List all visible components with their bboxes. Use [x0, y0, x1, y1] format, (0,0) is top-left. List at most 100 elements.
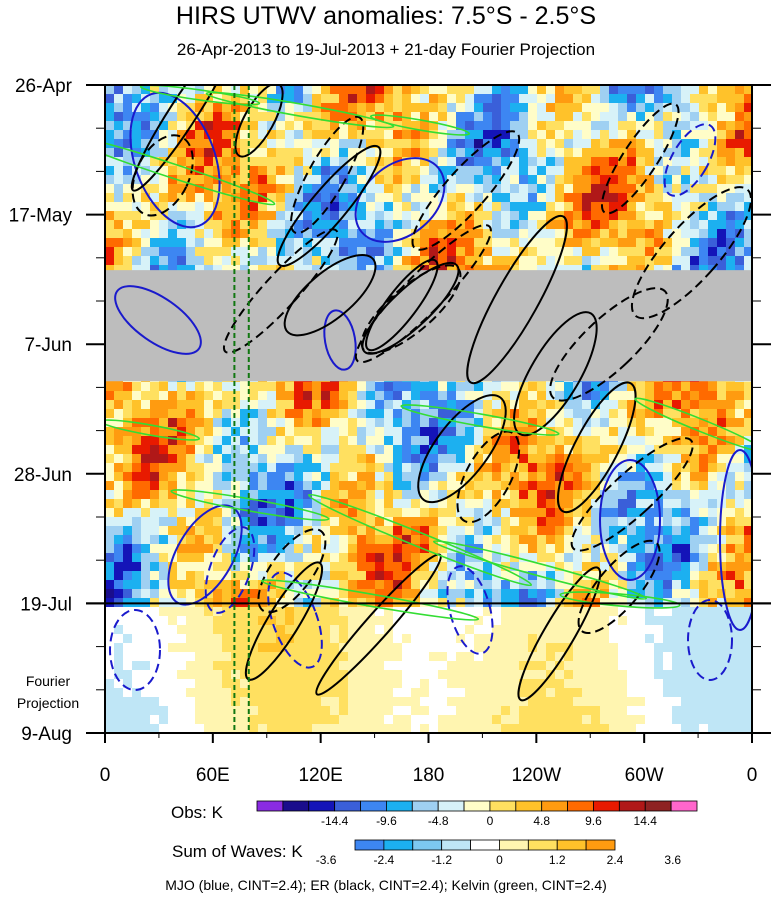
- x-tick-label: 0: [100, 765, 111, 786]
- kelvin-contour: [105, 134, 276, 206]
- colorbars: -14.4 -9.6 -4.8 0 4.8 9.6 14.4 -3.6 -2.4 -1.2 0 1.2…: [256, 800, 698, 867]
- er-contour: [411, 130, 521, 251]
- anomaly-heatmap: [105, 85, 752, 733]
- waves-colorbar-tick-label: -2.4: [374, 853, 395, 867]
- waves-colorbar-tick-label: 1.2: [549, 853, 566, 867]
- fourier-label-line1: Fourier: [25, 673, 71, 689]
- er-contour: [417, 394, 507, 504]
- er-contour: [354, 224, 492, 364]
- obs-colorbar-box: [360, 800, 387, 812]
- x-tick-label: 60E: [196, 765, 230, 786]
- waves-colorbar-tick-label: -3.6: [316, 853, 337, 867]
- er-contour: [630, 186, 752, 320]
- er-contour: [570, 437, 694, 552]
- waves-colorbar-box: [354, 839, 385, 851]
- er-contour: [456, 430, 521, 524]
- fourier-label-line2: Projection: [16, 695, 80, 711]
- mjo-contour: [323, 309, 357, 371]
- obs-colorbar-label: Obs: K: [171, 803, 223, 822]
- mjo-contour: [267, 571, 323, 669]
- waves-colorbar-box: [412, 839, 443, 851]
- er-contour: [222, 228, 339, 354]
- kelvin-contour: [634, 397, 752, 453]
- waves-colorbar-tick-label: 2.4: [607, 853, 624, 867]
- er-contour: [131, 134, 194, 217]
- waves-colorbar-box: [585, 839, 616, 851]
- waves-colorbar-box: [499, 839, 529, 851]
- kelvin-contour: [307, 493, 533, 587]
- x-tick-label: 120W: [512, 765, 562, 786]
- y-tick-label: 26-Apr: [15, 76, 73, 97]
- er-contour: [549, 287, 669, 402]
- er-contour: [513, 311, 598, 437]
- waves-colorbar-tick-label: 3.6: [664, 853, 681, 867]
- obs-colorbar-tick-label: -4.8: [428, 814, 449, 828]
- er-contour: [234, 85, 284, 158]
- obs-colorbar-box: [386, 800, 413, 812]
- mjo-contour: [354, 157, 446, 243]
- kelvin-contour: [400, 404, 560, 436]
- x-tick-label: 60W: [625, 765, 664, 786]
- mjo-contour: [663, 123, 717, 197]
- y-tick-label: 9-Aug: [21, 724, 72, 745]
- waves-colorbar-tick-label: 0: [496, 853, 503, 867]
- kelvin-contour: [559, 591, 681, 609]
- fourier-projection-label: Fourier Projection: [6, 670, 90, 714]
- longitude-marker-lines: [233, 85, 250, 733]
- chart-title: HIRS UTWV anomalies: 7.5°S - 2.5°S: [175, 2, 597, 30]
- er-contour: [557, 381, 637, 514]
- obs-colorbar-tick-label: 9.6: [585, 814, 602, 828]
- obs-colorbar-box: [489, 800, 517, 812]
- waves-colorbar-box: [470, 839, 500, 851]
- kelvin-contour: [369, 114, 471, 136]
- waves-colorbar-box: [556, 839, 587, 851]
- er-contour: [360, 264, 462, 355]
- obs-colorbar-box: [463, 800, 491, 812]
- obs-colorbar-box: [593, 800, 620, 812]
- er-contour: [577, 539, 661, 635]
- mjo-contour: [129, 91, 221, 229]
- obs-colorbar-box: [282, 800, 310, 812]
- x-tick-label: 180: [413, 765, 445, 786]
- mjo-contour: [687, 599, 733, 681]
- obs-colorbar-box: [437, 800, 465, 812]
- obs-colorbar-box: [515, 800, 543, 812]
- y-tick-label: 28-Jun: [14, 465, 72, 486]
- er-contour: [130, 85, 236, 192]
- er-contour: [517, 566, 602, 702]
- kelvin-contour: [105, 419, 201, 441]
- obs-colorbar-tick-label: -9.6: [376, 814, 397, 828]
- mjo-contour: [109, 609, 161, 691]
- obs-colorbar-box: [670, 800, 698, 812]
- obs-colorbar-box: [256, 800, 284, 812]
- er-contour: [257, 528, 327, 614]
- waves-colorbar-label: Sum of Waves: K: [172, 842, 303, 861]
- er-contour: [289, 115, 365, 235]
- missing-data-band: [105, 270, 752, 382]
- waves-colorbar-box: [441, 839, 471, 851]
- mjo-contour: [446, 565, 494, 655]
- waves-colorbar-box: [527, 839, 558, 851]
- obs-colorbar-box: [618, 800, 646, 812]
- er-contour: [361, 261, 460, 355]
- obs-colorbar-tick-label: -14.4: [321, 814, 349, 828]
- mjo-contour: [719, 449, 752, 631]
- x-tick-label: 120E: [298, 765, 342, 786]
- obs-colorbar-box: [308, 800, 336, 812]
- y-tick-label: 19-Jul: [20, 594, 72, 615]
- y-tick-label: 7-Jun: [24, 335, 72, 356]
- mjo-contour: [114, 285, 202, 355]
- contour-caption: MJO (blue, CINT=2.4); ER (black, CINT=2.…: [165, 877, 607, 893]
- obs-colorbar-tick-label: 0: [487, 814, 494, 828]
- er-contour: [276, 144, 382, 267]
- er-contour: [283, 253, 377, 337]
- obs-colorbar-box: [541, 800, 568, 812]
- kelvin-contour: [260, 579, 480, 621]
- y-tick-label: 17-May: [9, 206, 73, 227]
- obs-colorbar-box: [644, 800, 672, 812]
- chart-subtitle: 26-Apr-2013 to 19-Jul-2013 + 21-day Four…: [176, 40, 596, 59]
- er-contour: [365, 258, 439, 352]
- obs-colorbar-tick-label: 4.8: [533, 814, 550, 828]
